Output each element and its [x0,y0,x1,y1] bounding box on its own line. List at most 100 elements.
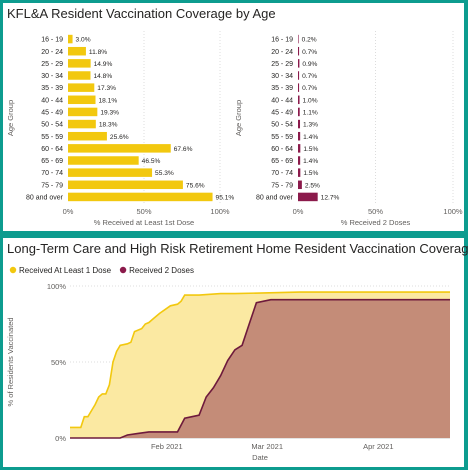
second-dose-category-label: 70 - 74 [271,170,293,177]
second-dose-data-label: 0.7% [302,49,317,56]
second-dose-data-label: 2.5% [305,182,320,189]
second-dose-data-label: 1.4% [303,134,318,141]
second-dose-category-label: 35 - 39 [271,85,293,92]
second-dose-bar [298,46,300,56]
first-dose-data-label: 55.3% [155,170,174,177]
first-dose-x-tick-label: 100% [210,207,230,216]
first-dose-category-label: 75 - 79 [41,182,63,189]
second-dose-x-axis-title: % Received 2 Doses [341,218,411,227]
ltc-x-tick-label: Mar 2021 [251,442,283,451]
ltc-y-tick-label: 100% [47,282,67,291]
second-dose-category-label: 45 - 49 [271,110,293,117]
first-dose-x-tick-label: 0% [63,207,74,216]
second-dose-y-axis-title: Age Group [234,100,243,136]
ltc-y-tick-label: 50% [51,358,66,367]
ltc-y-tick-label: 0% [55,434,66,443]
first-dose-category-label: 65 - 69 [41,158,63,165]
second-dose-bar [298,83,300,92]
first-dose-bar [68,34,73,44]
legend-marker [9,266,17,274]
second-dose-data-label: 1.4% [303,158,318,165]
legend-entry: Received At Least 1 Dose [19,266,112,275]
first-dose-bar [68,46,86,56]
second-dose-bar [298,168,301,177]
second-dose-x-tick-label: 0% [293,207,304,216]
first-dose-data-label: 18.1% [99,97,118,104]
legend-marker [119,266,127,274]
first-dose-category-label: 25 - 29 [41,61,63,68]
first-dose-category-label: 40 - 44 [41,97,63,104]
age-chart-title: KFL&A Resident Vaccination Coverage by A… [7,6,276,21]
first-dose-data-label: 18.3% [99,122,118,129]
second-dose-data-label: 1.0% [303,97,318,104]
second-dose-data-label: 0.7% [302,85,317,92]
first-dose-data-label: 46.5% [142,158,161,165]
first-dose-bar [68,144,171,153]
second-dose-x-tick-label: 50% [368,207,383,216]
first-dose-x-tick-label: 50% [136,207,151,216]
first-dose-bar [68,107,98,117]
first-dose-category-label: 45 - 49 [41,110,63,117]
second-dose-data-label: 12.7% [321,195,340,202]
second-dose-data-label: 1.5% [303,170,318,177]
age-coverage-charts: 0% 50% 100% 16 - 19 3.0% 20 - 24 11.8% 25 - 29 1… [6,31,463,227]
age-coverage-panel: KFL&A Resident Vaccination Coverage by A… [3,3,464,231]
first-dose-data-label: 67.6% [174,146,193,153]
first-dose-bar [68,95,96,105]
first-dose-bar [68,168,153,177]
ltc-y-axis-title: % of Residents Vaccinated [6,317,15,406]
first-dose-bar [68,180,183,190]
second-dose-x-tick-label: 100% [443,207,463,216]
first-dose-y-axis-title: Age Group [6,100,15,136]
second-dose-bar [298,192,318,202]
second-dose-data-label: 1.3% [303,122,318,129]
first-dose-bar [68,119,96,129]
first-dose-category-label: 70 - 74 [41,170,63,177]
second-dose-bar [298,156,301,165]
first-dose-data-label: 3.0% [76,37,91,44]
first-dose-bar [68,83,95,92]
second-dose-category-label: 50 - 54 [271,122,293,129]
second-dose-category-label: 60 - 64 [271,146,293,153]
second-dose-category-label: 75 - 79 [271,182,293,189]
second-dose-category-label: 80 and over [256,195,294,202]
first-dose-category-label: 30 - 34 [41,73,63,80]
first-dose-bar [68,59,91,68]
ltc-x-tick-label: Feb 2021 [151,442,183,451]
first-dose-category-label: 20 - 24 [41,49,63,56]
first-dose-x-axis-title: % Received at Least 1st Dose [94,218,194,227]
first-dose-category-label: 60 - 64 [41,146,63,153]
second-dose-bar [298,180,302,190]
second-dose-category-label: 40 - 44 [271,97,293,104]
first-dose-bar [68,192,213,202]
ltc-x-axis-title: Date [252,453,268,462]
second-dose-category-label: 16 - 19 [271,37,293,44]
second-dose-category-label: 65 - 69 [271,158,293,165]
first-dose-bar [68,71,91,80]
first-dose-data-label: 11.8% [89,49,107,56]
first-dose-data-label: 17.3% [97,85,116,92]
second-dose-bar [298,95,300,105]
first-dose-category-label: 80 and over [26,195,64,202]
second-dose-category-label: 55 - 59 [271,134,293,141]
first-dose-category-label: 16 - 19 [41,37,63,44]
legend-entry: Received 2 Doses [129,266,194,275]
second-dose-category-label: 25 - 29 [271,61,293,68]
second-dose-bar [298,131,301,141]
second-dose-data-label: 0.7% [302,73,317,80]
second-dose-bar [298,59,300,68]
first-dose-data-label: 14.9% [94,61,113,68]
second-dose-bar [298,34,299,44]
ltc-coverage-panel: Long-Term Care and High Risk Retirement … [3,238,468,467]
ltc-x-tick-label: Apr 2021 [363,442,393,451]
first-dose-data-label: 75.6% [186,182,205,189]
first-dose-category-label: 50 - 54 [41,122,63,129]
first-dose-data-label: 25.6% [110,134,129,141]
second-dose-category-label: 20 - 24 [271,49,293,56]
first-dose-data-label: 95.1% [216,195,235,202]
first-dose-bar [68,156,139,165]
first-dose-bar [68,131,107,141]
second-dose-data-label: 0.9% [302,61,317,68]
ltc-chart-title: Long-Term Care and High Risk Retirement … [7,241,468,256]
ltc-coverage-chart: Received At Least 1 Dose Received 2 Doses… [6,266,450,462]
